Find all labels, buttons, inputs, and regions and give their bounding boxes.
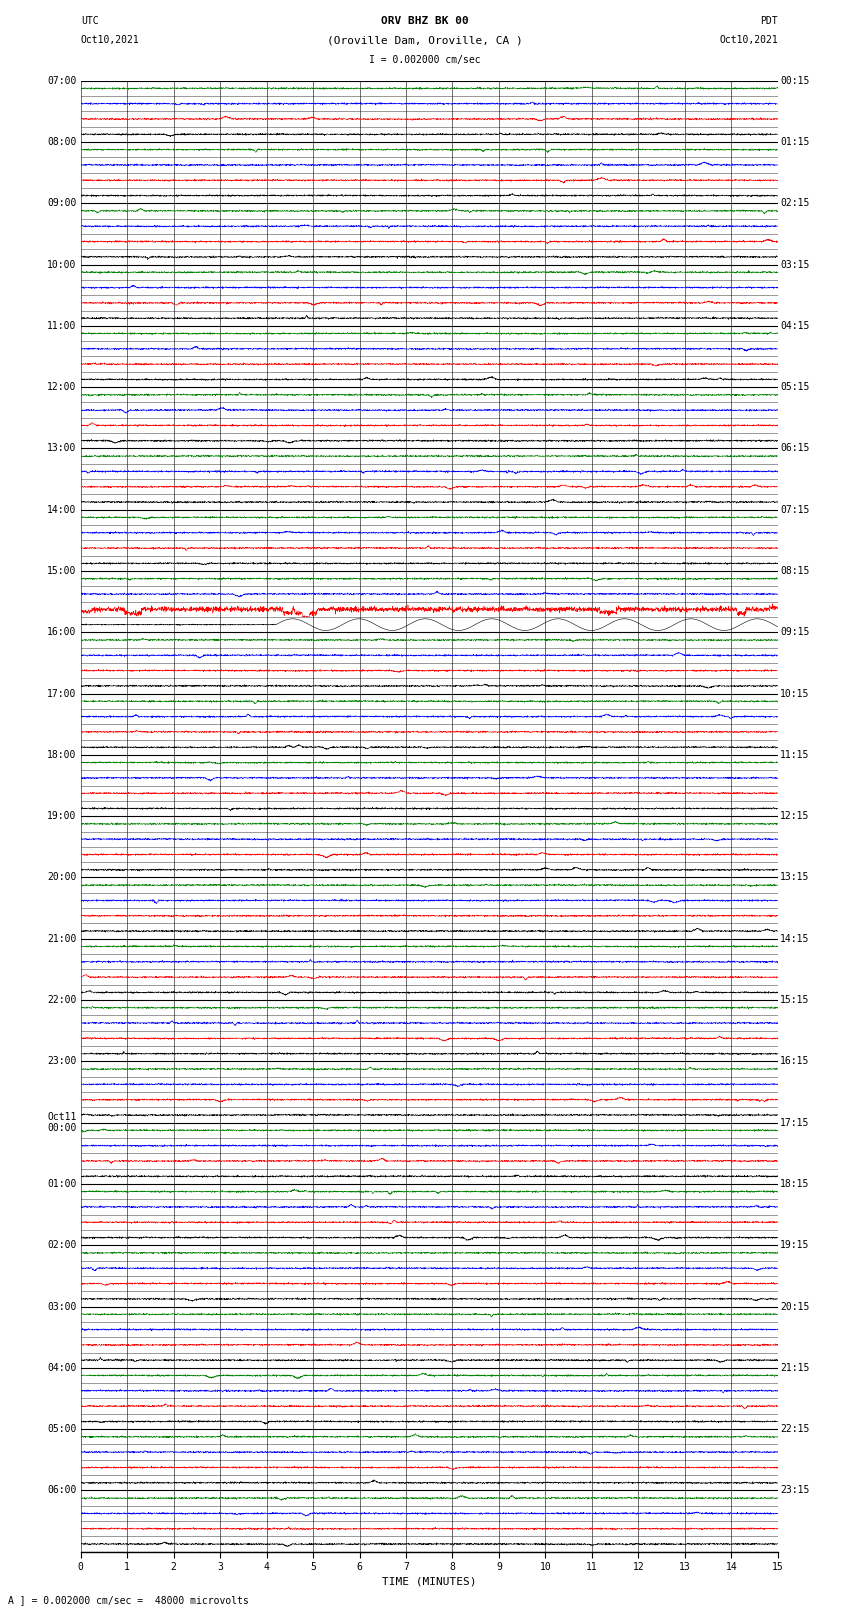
Text: 19:15: 19:15: [780, 1240, 810, 1250]
Text: 20:15: 20:15: [780, 1302, 810, 1311]
Text: 03:15: 03:15: [780, 260, 810, 269]
Text: 18:15: 18:15: [780, 1179, 810, 1189]
Text: 03:00: 03:00: [47, 1302, 76, 1311]
Text: 14:15: 14:15: [780, 934, 810, 944]
Text: 16:15: 16:15: [780, 1057, 810, 1066]
Text: 01:00: 01:00: [47, 1179, 76, 1189]
Text: 05:00: 05:00: [47, 1424, 76, 1434]
Text: 08:00: 08:00: [47, 137, 76, 147]
Text: 22:15: 22:15: [780, 1424, 810, 1434]
Text: 06:00: 06:00: [47, 1486, 76, 1495]
Text: 04:15: 04:15: [780, 321, 810, 331]
Text: 17:15: 17:15: [780, 1118, 810, 1127]
Text: Oct10,2021: Oct10,2021: [719, 35, 778, 45]
Text: 02:15: 02:15: [780, 198, 810, 208]
Text: 02:00: 02:00: [47, 1240, 76, 1250]
Text: 06:15: 06:15: [780, 444, 810, 453]
Text: 08:15: 08:15: [780, 566, 810, 576]
Text: 19:00: 19:00: [47, 811, 76, 821]
Text: 00:15: 00:15: [780, 76, 810, 85]
Text: Oct10,2021: Oct10,2021: [81, 35, 139, 45]
Text: 07:15: 07:15: [780, 505, 810, 515]
Text: A ] = 0.002000 cm/sec =  48000 microvolts: A ] = 0.002000 cm/sec = 48000 microvolts: [8, 1595, 249, 1605]
Text: 16:00: 16:00: [47, 627, 76, 637]
Text: Oct11
00:00: Oct11 00:00: [47, 1111, 76, 1134]
Text: 22:00: 22:00: [47, 995, 76, 1005]
Text: 14:00: 14:00: [47, 505, 76, 515]
Text: 12:00: 12:00: [47, 382, 76, 392]
Text: 15:15: 15:15: [780, 995, 810, 1005]
Text: 04:00: 04:00: [47, 1363, 76, 1373]
Text: 05:15: 05:15: [780, 382, 810, 392]
Text: 23:15: 23:15: [780, 1486, 810, 1495]
Text: 12:15: 12:15: [780, 811, 810, 821]
Text: 09:00: 09:00: [47, 198, 76, 208]
X-axis label: TIME (MINUTES): TIME (MINUTES): [382, 1576, 477, 1586]
Text: 10:00: 10:00: [47, 260, 76, 269]
Text: 07:00: 07:00: [47, 76, 76, 85]
Text: 18:00: 18:00: [47, 750, 76, 760]
Text: 11:15: 11:15: [780, 750, 810, 760]
Text: I = 0.002000 cm/sec: I = 0.002000 cm/sec: [369, 55, 481, 65]
Text: 20:00: 20:00: [47, 873, 76, 882]
Text: 01:15: 01:15: [780, 137, 810, 147]
Text: 23:00: 23:00: [47, 1057, 76, 1066]
Text: 15:00: 15:00: [47, 566, 76, 576]
Text: 21:15: 21:15: [780, 1363, 810, 1373]
Text: 13:00: 13:00: [47, 444, 76, 453]
Text: (Oroville Dam, Oroville, CA ): (Oroville Dam, Oroville, CA ): [327, 35, 523, 45]
Text: 17:00: 17:00: [47, 689, 76, 698]
Text: PDT: PDT: [760, 16, 778, 26]
Text: 11:00: 11:00: [47, 321, 76, 331]
Text: 10:15: 10:15: [780, 689, 810, 698]
Text: 09:15: 09:15: [780, 627, 810, 637]
Text: 21:00: 21:00: [47, 934, 76, 944]
Text: UTC: UTC: [81, 16, 99, 26]
Text: ORV BHZ BK 00: ORV BHZ BK 00: [381, 16, 469, 26]
Text: 13:15: 13:15: [780, 873, 810, 882]
